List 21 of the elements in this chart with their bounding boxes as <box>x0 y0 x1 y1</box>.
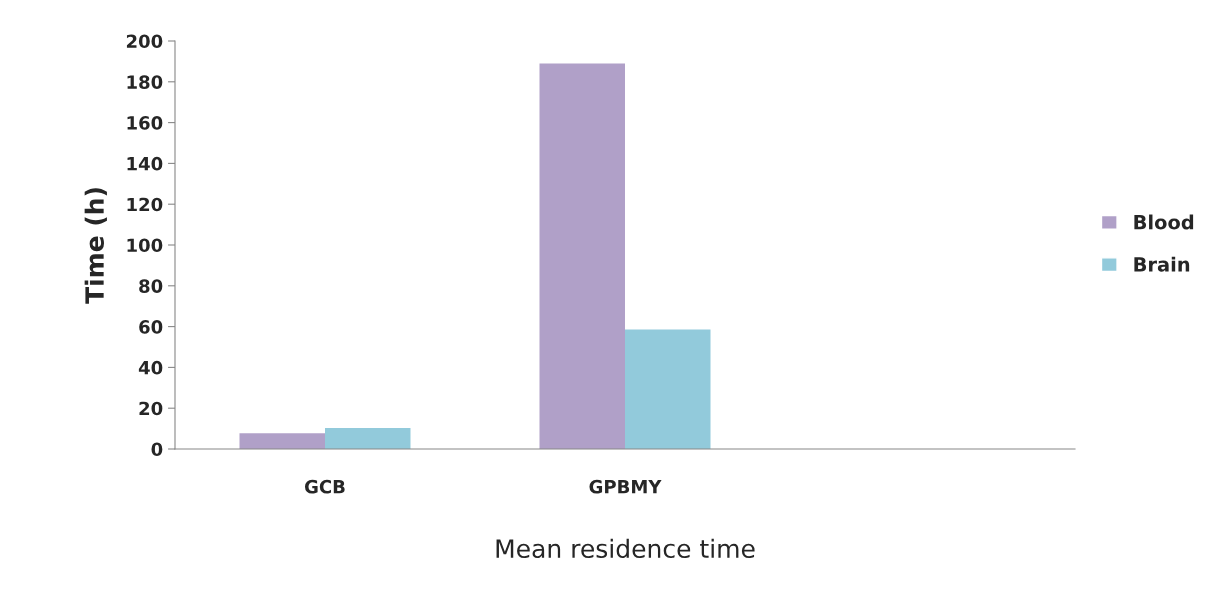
y-tick-label: 100 <box>127 238 163 253</box>
y-tick-label: 20 <box>139 401 163 416</box>
y-tick-label: 40 <box>138 360 163 375</box>
legend-label: Blood <box>1134 214 1194 230</box>
legend-label: Brain <box>1134 256 1190 272</box>
y-tick-label: 140 <box>127 156 163 171</box>
x-axis-title: Mean residence time <box>496 538 755 559</box>
y-tick-label: 180 <box>127 75 163 89</box>
x-tick-label: GPBMY <box>589 479 662 494</box>
x-tick-label: GCB <box>304 479 345 494</box>
y-tick-label: 80 <box>139 279 163 293</box>
y-tick-label: 120 <box>127 197 163 212</box>
bar <box>239 433 325 449</box>
y-axis-title: Time (h) <box>84 188 107 304</box>
y-tick-label: 0 <box>151 442 163 457</box>
bar <box>625 329 711 449</box>
y-tick-label: 160 <box>127 116 163 130</box>
bar <box>539 63 625 449</box>
y-tick-label: 200 <box>126 34 163 49</box>
y-tick-label: 60 <box>139 320 163 334</box>
bar <box>325 427 411 449</box>
